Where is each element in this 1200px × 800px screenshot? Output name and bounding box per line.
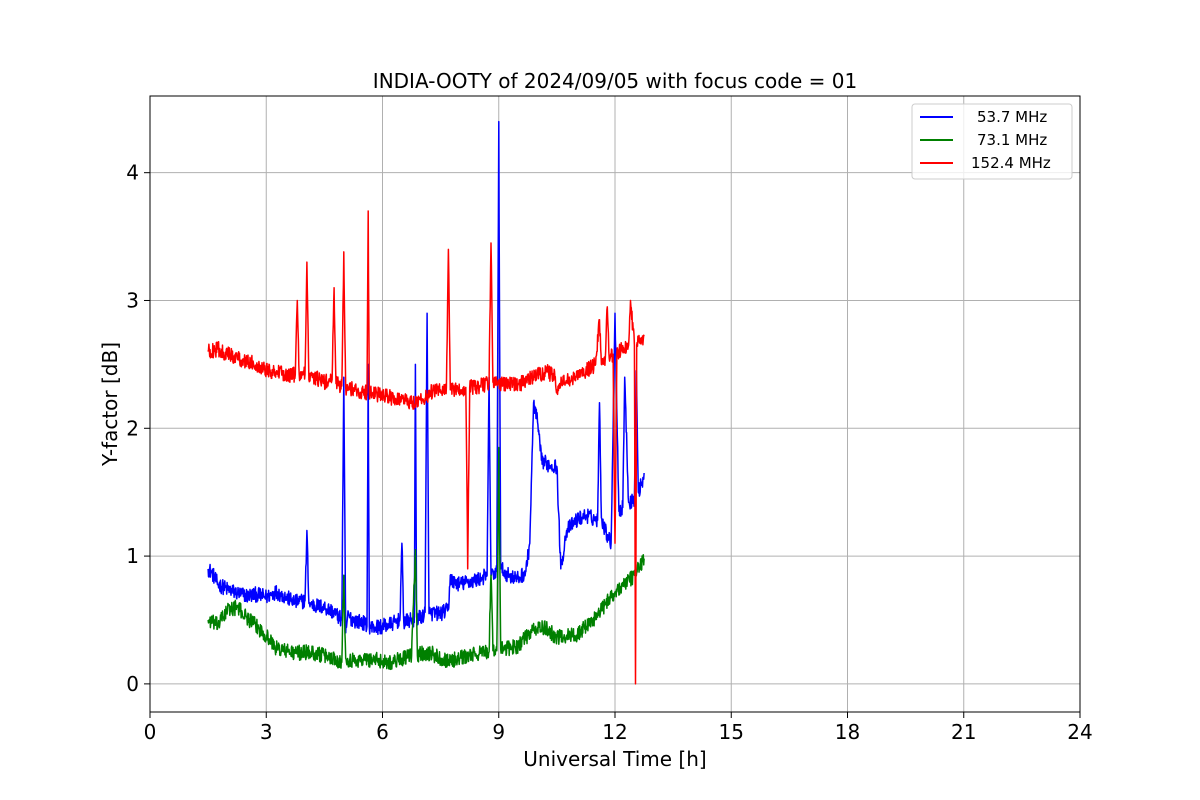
x-axis-label: Universal Time [h] bbox=[523, 747, 706, 771]
x-tick-label: 6 bbox=[376, 720, 389, 744]
series-line-152-4-mhz bbox=[207, 210, 645, 685]
legend: 53.7 MHz 73.1 MHz 152.4 MHz bbox=[911, 103, 1073, 180]
series-line-73-1-mhz bbox=[207, 446, 645, 671]
series-line-53-7-mhz bbox=[207, 120, 645, 636]
legend-label-53-7: 53.7 MHz bbox=[977, 108, 1047, 126]
x-tick-label: 3 bbox=[260, 720, 273, 744]
series-layer bbox=[207, 120, 645, 685]
y-axis-label: Y-factor [dB] bbox=[98, 342, 122, 467]
x-tick-label: 12 bbox=[602, 720, 627, 744]
x-tick-label: 9 bbox=[492, 720, 505, 744]
x-tick-label: 18 bbox=[835, 720, 860, 744]
y-tick-label: 0 bbox=[126, 672, 139, 696]
legend-box bbox=[911, 103, 1073, 180]
y-tick-label: 3 bbox=[126, 288, 139, 312]
x-tick-label: 21 bbox=[951, 720, 976, 744]
x-tick-label: 15 bbox=[719, 720, 744, 744]
y-tick-label: 4 bbox=[126, 161, 139, 185]
legend-label-152-4: 152.4 MHz bbox=[971, 154, 1051, 172]
y-tick-label: 2 bbox=[126, 416, 139, 440]
y-tick-label: 1 bbox=[126, 544, 139, 568]
legend-label-73-1: 73.1 MHz bbox=[977, 131, 1047, 149]
x-tick-label: 0 bbox=[144, 720, 157, 744]
x-tick-label: 24 bbox=[1067, 720, 1092, 744]
chart-title: INDIA-OOTY of 2024/09/05 with focus code… bbox=[373, 69, 857, 93]
